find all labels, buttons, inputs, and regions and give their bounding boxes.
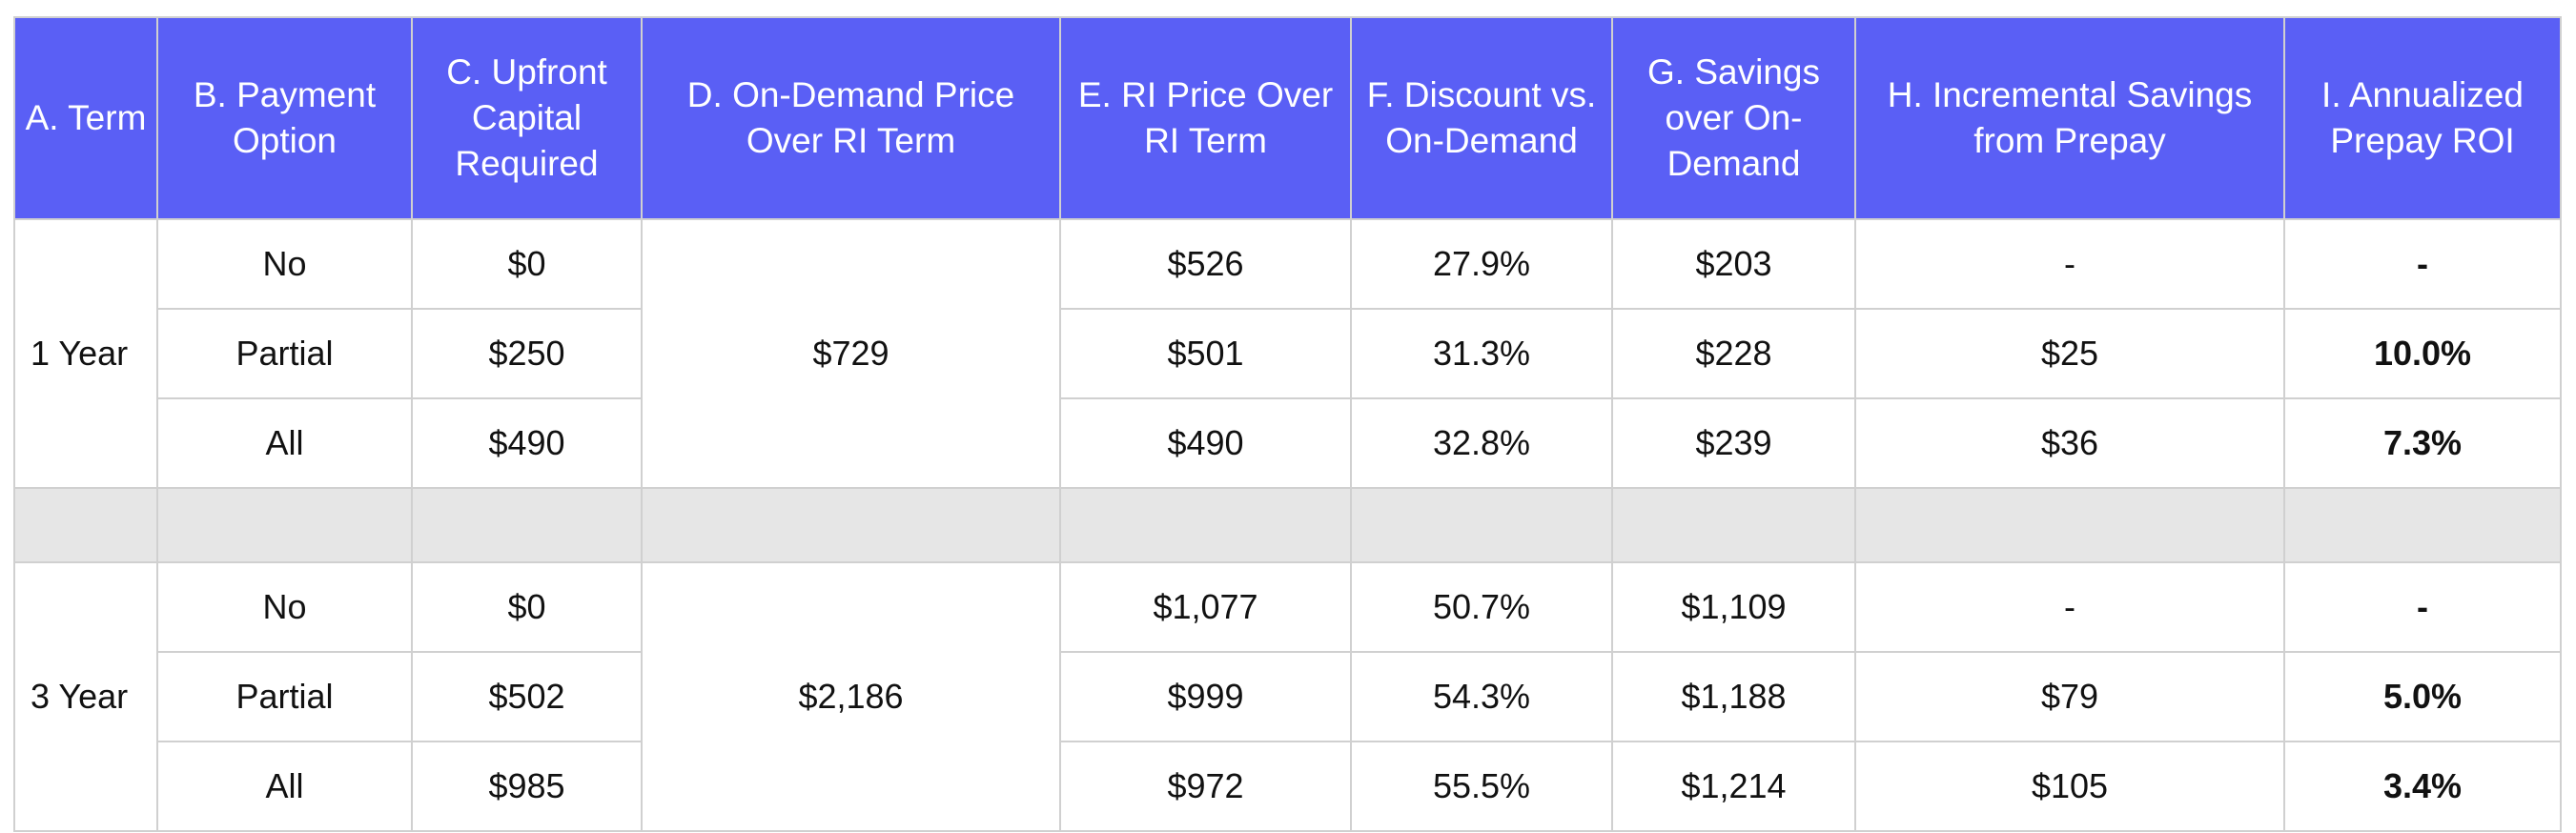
cell: No [156,218,413,310]
cell: 32.8% [1350,397,1613,489]
data-row: All $985 $972 55.5% $1,214 $105 3.4% [14,741,2562,832]
cell: $526 [1059,218,1352,310]
cell: $203 [1611,218,1856,310]
spacer-row [13,487,2562,563]
spacer-cell [1854,487,2285,563]
cell: $1,214 [1611,741,1856,832]
cell: Partial [156,308,413,399]
cell: $490 [1059,397,1352,489]
cell: 31.3% [1350,308,1613,399]
cell: 5.0% [2283,651,2562,742]
cell: $105 [1854,741,2285,832]
cell: $999 [1059,651,1352,742]
column-header: D. On-Demand Price Over RI Term [641,16,1061,220]
data-row: Partial $502 $999 54.3% $1,188 $79 5.0% [14,651,2562,742]
cell: No [156,561,413,653]
column-header: I. Annualized Prepay ROI [2283,16,2562,220]
spacer-cell [2283,487,2562,563]
spacer-cell [13,487,158,563]
cell: $490 [411,397,643,489]
column-header: F. Discount vs. On-Demand [1350,16,1613,220]
cell: 10.0% [2283,308,2562,399]
column-header: C. Upfront Capital Required [411,16,643,220]
cell: $79 [1854,651,2285,742]
on-demand-cell: $2,186 [641,561,1061,832]
spacer-cell [1611,487,1856,563]
spacer-cell [641,487,1061,563]
cell: $1,188 [1611,651,1856,742]
column-header: G. Savings over On-Demand [1611,16,1856,220]
cell: - [2283,561,2562,653]
cell: 54.3% [1350,651,1613,742]
spacer-cell [1350,487,1613,563]
column-header: B. Payment Option [156,16,413,220]
pricing-table: A. Term B. Payment Option C. Upfront Capit… [13,16,2562,832]
column-header: A. Term [13,16,158,220]
cell: $1,077 [1059,561,1352,653]
cell: - [1854,218,2285,310]
cell: $25 [1854,308,2285,399]
term-cell: 3 Year [13,561,158,832]
cell: All [156,741,413,832]
data-row: All $490 $490 32.8% $239 $36 7.3% [14,397,2562,489]
cell: $0 [411,218,643,310]
cell: $239 [1611,397,1856,489]
cell: $250 [411,308,643,399]
cell: 27.9% [1350,218,1613,310]
on-demand-cell: $729 [641,218,1061,489]
cell: All [156,397,413,489]
cell: 55.5% [1350,741,1613,832]
spacer-cell [156,487,413,563]
cell: Partial [156,651,413,742]
cell: 7.3% [2283,397,2562,489]
data-row: 1 Year No $0 $729 $526 27.9% $203- - [13,218,2562,489]
spacer-cell [411,487,643,563]
column-header: E. RI Price Over RI Term [1059,16,1352,220]
table-body: 1 Year No $0 $729 $526 27.9% $203- - Partial $250… [13,218,2562,832]
cell: $972 [1059,741,1352,832]
cell: $0 [411,561,643,653]
cell: 3.4% [2283,741,2562,832]
data-row: 3 Year No $0 $2,186 $1,077 50.7% $1,109- - [13,561,2562,832]
header-row: A. Term B. Payment Option C. Upfront Capit… [13,16,2562,220]
term-cell: 1 Year [13,218,158,489]
cell: $228 [1611,308,1856,399]
cell: $36 [1854,397,2285,489]
data-row: Partial $250 $501 31.3% $228 $25 10.0% [14,308,2562,399]
table-header: A. Term B. Payment Option C. Upfront Capit… [13,16,2562,220]
cell: $1,109 [1611,561,1856,653]
cell: $985 [411,741,643,832]
cell: - [2283,218,2562,310]
cell: 50.7% [1350,561,1613,653]
column-header: H. Incremental Savings from Prepay [1854,16,2285,220]
spacer-cell [1059,487,1352,563]
cell: $501 [1059,308,1352,399]
cell: $502 [411,651,643,742]
cell: - [1854,561,2285,653]
